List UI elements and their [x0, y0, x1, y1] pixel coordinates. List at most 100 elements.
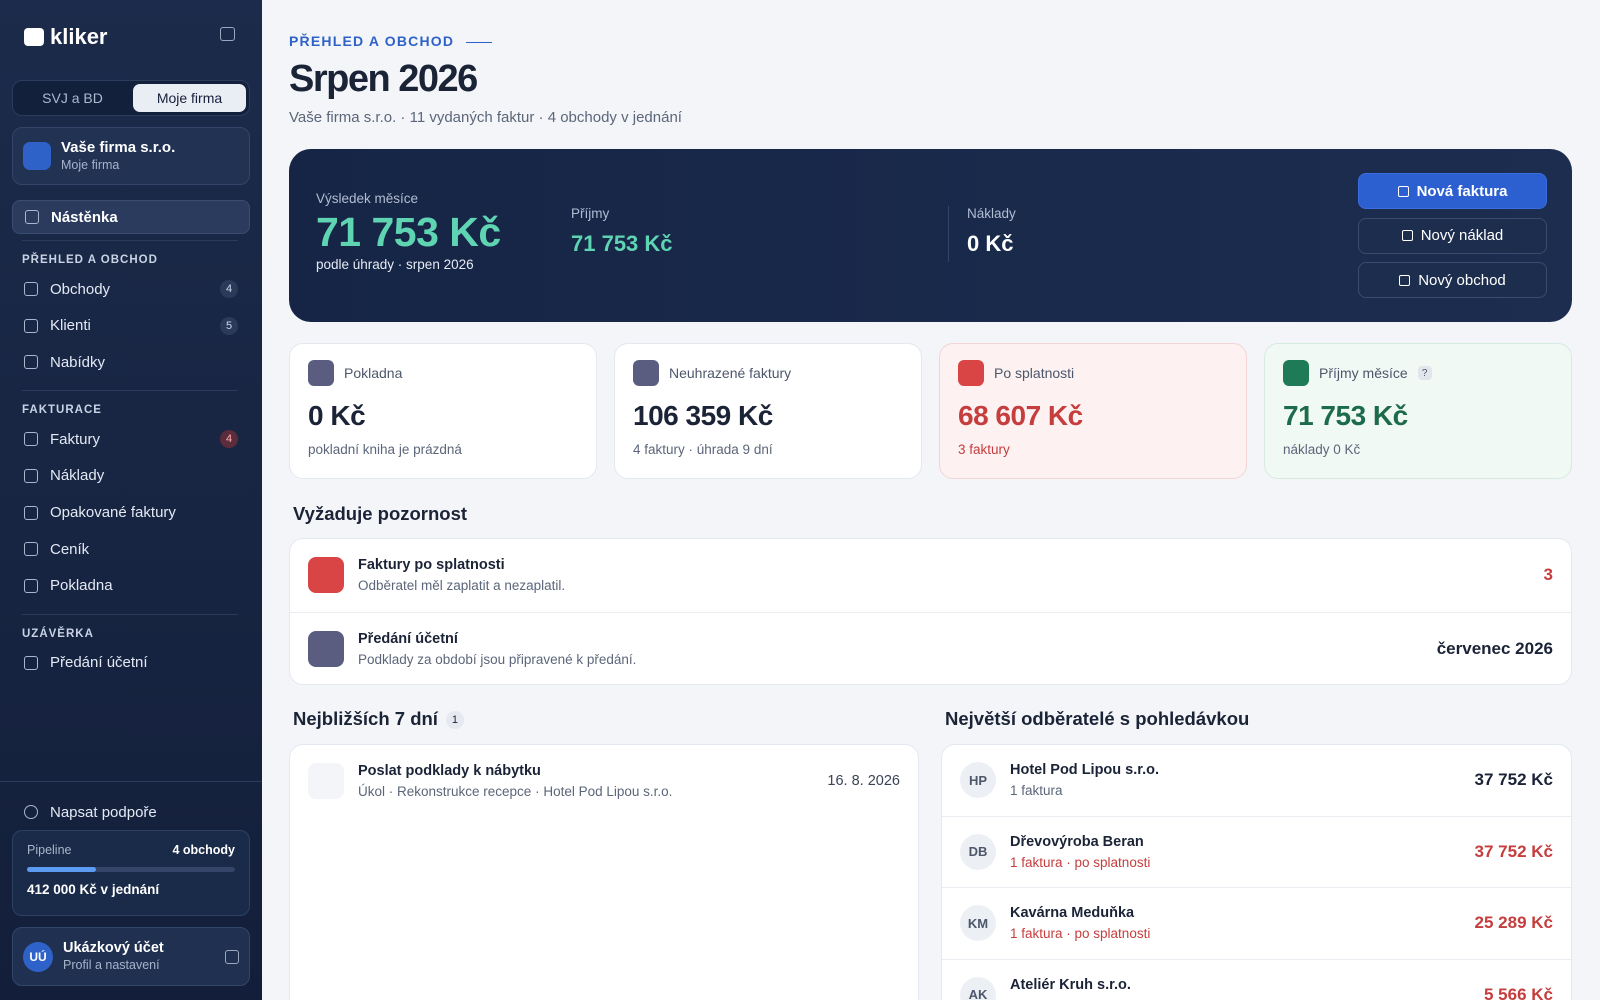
nav-item[interactable]: Ceník — [12, 532, 250, 566]
nav-item[interactable]: Nabídky — [12, 345, 250, 379]
attention-icon — [308, 630, 344, 667]
button-icon — [1397, 185, 1409, 197]
attention-row[interactable]: Předání účetní Podklady za období jsou př… — [290, 613, 1571, 685]
upcoming-title: Nejbližších 7 dní — [293, 708, 438, 729]
section-title: Vyžaduje pozornost — [293, 503, 468, 524]
upcoming-panel: Poslat podklady k nábytku Úkol · Rekonstr… — [289, 744, 919, 1000]
card-note: 4 faktury · úhrada 9 dní — [633, 442, 773, 457]
nav-item[interactable]: Opakované faktury — [12, 496, 250, 530]
debtor-initials: AK — [960, 976, 996, 1000]
attention-text: Předání účetní Podklady za období jsou př… — [358, 631, 636, 667]
nav-icon — [24, 282, 38, 296]
nav-item[interactable]: Náklady — [12, 459, 250, 493]
nav-item[interactable]: Pokladna — [12, 569, 250, 603]
debtor-row[interactable]: DB Dřevovýroba Beran 1 faktura · po splatn… — [942, 817, 1571, 888]
card-label: Neuhrazené faktury — [669, 365, 792, 381]
help-badge: ? — [1417, 366, 1432, 380]
stat-card[interactable]: Neuhrazené faktury 106 359 Kč 4 faktury · … — [614, 343, 922, 479]
debtor-text: Dřevovýroba Beran 1 faktura · po splatnos… — [1010, 834, 1150, 870]
card-value: 106 359 Kč — [633, 400, 773, 431]
nav-icon — [25, 210, 39, 224]
nav-icon — [24, 578, 38, 593]
pipeline-header: Pipeline 4 obchody — [27, 843, 235, 857]
card-value: 68 607 Kč — [958, 400, 1083, 431]
nav-item[interactable]: Předání účetní — [12, 646, 250, 680]
nav-label: Napsat podpoře — [50, 803, 157, 821]
nav-label: Obchody — [50, 280, 111, 298]
card-label-row: Pokladna — [308, 360, 578, 386]
attention-value: 3 — [1543, 565, 1553, 585]
card-note: pokladní kniha je prázdná — [308, 442, 462, 457]
action-button[interactable]: Nový náklad — [1358, 217, 1547, 254]
company-text: Vaše firma s.r.o. Moje firma — [61, 139, 175, 174]
button-icon — [1401, 230, 1413, 241]
support-link[interactable]: Napsat podpoře — [12, 795, 250, 829]
debtor-amount: 5 566 Kč — [1484, 984, 1553, 1000]
pipeline-bar — [27, 867, 235, 872]
main-content: PŘEHLED A OBCHOD Srpen 2026 Vaše firma s.r… — [289, 0, 1572, 1000]
attention-icon — [308, 557, 344, 594]
card-icon — [633, 360, 659, 386]
nav-icon — [24, 655, 38, 670]
nav-item[interactable]: Nástěnka — [12, 200, 250, 234]
attention-panel: Faktury po splatnosti Odběratel měl zapla… — [289, 538, 1572, 685]
collapse-button[interactable] — [220, 27, 235, 41]
mode-tab[interactable]: SVJ a BD — [42, 90, 103, 106]
nav-icon — [24, 542, 38, 557]
pipeline-amount: 412 000 Kč v jednání — [27, 882, 160, 897]
nav-item[interactable]: Klienti 5 — [12, 309, 250, 343]
nav-label: Nástěnka — [51, 208, 118, 226]
pipeline-count: 4 obchody — [172, 843, 235, 857]
separator — [22, 240, 238, 241]
sidebar: kliker SVJ a BD Moje firma Vaše firma s.r.o… — [0, 0, 262, 1000]
nav-label: Ceník — [50, 540, 90, 558]
debtor-amount: 37 752 Kč — [1474, 841, 1553, 861]
separator — [0, 781, 262, 782]
attention-row[interactable]: Faktury po splatnosti Odběratel měl zapla… — [290, 539, 1571, 613]
user-avatar: UÚ — [23, 941, 53, 972]
separator — [22, 613, 238, 615]
income-value: 71 753 Kč — [571, 231, 673, 256]
section-title: UZÁVĚRKA — [22, 627, 94, 640]
upcoming-row[interactable]: Poslat podklady k nábytku Úkol · Rekonstr… — [290, 745, 918, 816]
debtor-row[interactable]: AK Ateliér Kruh s.r.o. 1 faktura · po spla… — [942, 960, 1571, 1000]
nav-label: Předání účetní — [50, 654, 148, 672]
nav-icon — [24, 318, 38, 333]
button-label: Nový obchod — [1418, 271, 1506, 289]
brand-logo — [24, 28, 44, 46]
nav-icon — [24, 432, 38, 447]
page-title: Srpen 2026 — [289, 58, 478, 100]
company-switcher[interactable]: Vaše firma s.r.o. Moje firma — [12, 127, 250, 185]
hero-banner: Výsledek měsíce 71 753 Kč podle úhrady · s… — [289, 149, 1572, 322]
user-card[interactable]: UÚ Ukázkový účet Profil a nastavení — [12, 927, 250, 986]
company-subtitle: Moje firma — [61, 157, 120, 172]
card-icon — [1283, 360, 1309, 386]
brand: kliker — [24, 24, 108, 50]
eyebrow: PŘEHLED A OBCHOD — [289, 33, 493, 49]
section-title: FAKTURACE — [22, 404, 102, 417]
card-value: 71 753 Kč — [1283, 400, 1408, 431]
mode-tab[interactable]: Moje firma — [133, 84, 246, 112]
pipeline-card[interactable]: Pipeline 4 obchody 412 000 Kč v jednání — [12, 830, 250, 916]
stat-card[interactable]: Pokladna 0 Kč pokladní kniha je prázdná — [289, 343, 597, 479]
debtor-text: Hotel Pod Lipou s.r.o. 1 faktura — [1010, 762, 1159, 798]
nav-item[interactable]: Obchody 4 — [12, 272, 250, 306]
hero-divider — [948, 206, 949, 262]
logout-icon[interactable] — [225, 949, 239, 964]
stat-card[interactable]: Příjmy měsíce? 71 753 Kč náklady 0 Kč — [1264, 343, 1572, 479]
user-name: Ukázkový účet — [63, 939, 164, 956]
card-icon — [958, 360, 984, 386]
nav-icon — [24, 355, 38, 370]
debtor-row[interactable]: KM Kavárna Meduňka 1 faktura · po splatnos… — [942, 888, 1571, 960]
button-icon — [1399, 274, 1411, 286]
card-label-row: Příjmy měsíce? — [1283, 360, 1553, 386]
stat-card[interactable]: Po splatnosti 68 607 Kč 3 faktury — [939, 343, 1247, 479]
action-button[interactable]: Nový obchod — [1358, 262, 1547, 298]
card-label: Pokladna — [344, 365, 403, 381]
task-meta: Úkol · Rekonstrukce recepce · Hotel Pod … — [358, 783, 673, 799]
action-button[interactable]: Nová faktura — [1358, 173, 1547, 209]
debtor-name: Hotel Pod Lipou s.r.o. — [1010, 762, 1160, 779]
nav-label: Náklady — [50, 467, 105, 485]
debtor-row[interactable]: HP Hotel Pod Lipou s.r.o. 1 faktura 37 752 … — [942, 745, 1571, 817]
nav-item[interactable]: Faktury 4 — [12, 422, 250, 456]
